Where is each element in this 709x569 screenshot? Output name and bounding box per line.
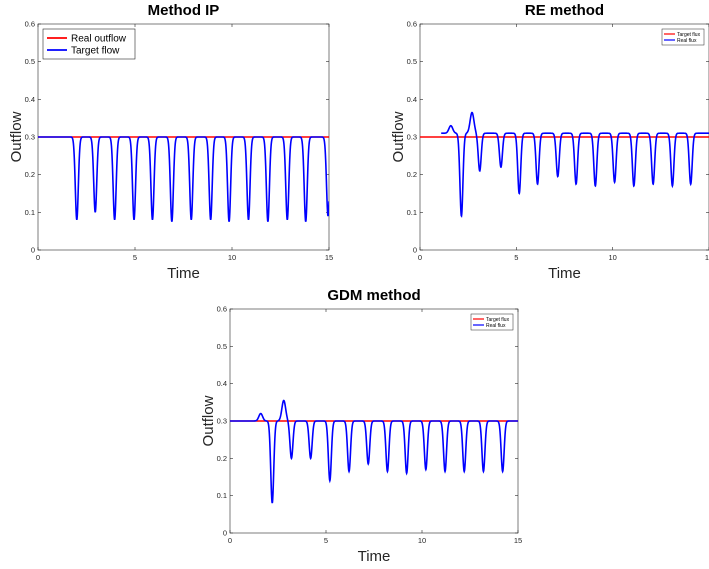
y-tick-label: 0.3: [25, 133, 35, 142]
x-tick-label: 5: [133, 253, 137, 262]
y-tick-label: 0.1: [25, 208, 35, 217]
series-line-2: [441, 111, 709, 218]
x-axis-label: Time: [358, 548, 391, 565]
legend-label: Target flow: [71, 46, 120, 57]
y-tick-label: 0.5: [407, 57, 417, 66]
y-tick-label: 0.2: [25, 170, 35, 179]
y-tick-label: 0.1: [217, 491, 227, 500]
chart-title: GDM method: [327, 287, 420, 304]
y-tick-label: 0: [413, 246, 417, 255]
legend-box: [470, 313, 514, 331]
chart-title: Method IP: [148, 2, 220, 19]
x-tick-label: 5: [514, 253, 518, 262]
legend-label: Real flux: [486, 323, 506, 329]
x-tick-label: 0: [36, 253, 40, 262]
chart-1: 0 0.1 0.2 0.3 0.4 0.5 0.6 0 5 10 15 Method IP Time Ou…: [8, 2, 333, 282]
legend-box: [42, 28, 136, 60]
x-axis-label: Time: [167, 265, 200, 282]
x-tick-label: 15: [325, 253, 333, 262]
y-tick-label: 0.2: [407, 170, 417, 179]
chart-3: 0 0.1 0.2 0.3 0.4 0.5 0.6 0 5 10 15 GDM method Time O…: [200, 287, 522, 565]
series-line-2: [230, 399, 518, 504]
y-tick-label: 0: [223, 529, 227, 538]
y-tick-label: 0.5: [25, 57, 35, 66]
y-tick-label: 0.6: [217, 305, 227, 314]
y-tick-label: 0.3: [217, 417, 227, 426]
x-axis-label: Time: [548, 265, 581, 282]
y-tick-label: 0.2: [217, 454, 227, 463]
y-tick-label: 0: [31, 246, 35, 255]
x-tick-label: 1: [705, 253, 709, 262]
x-tick-label: 10: [228, 253, 236, 262]
series-line-2: [38, 136, 329, 222]
y-tick-label: 0.6: [25, 20, 35, 29]
x-tick-label: 15: [514, 536, 522, 545]
x-tick-label: 0: [418, 253, 422, 262]
chart-2: 0 0.1 0.2 0.3 0.4 0.5 0.6 0 5 10 1 RE method Time Out…: [390, 2, 709, 282]
x-tick-label: 10: [608, 253, 616, 262]
legend-label: Real outflow: [71, 34, 127, 45]
legend-label: Target flux: [486, 317, 510, 323]
y-axis-label: Outflow: [200, 395, 217, 446]
x-tick-label: 5: [324, 536, 328, 545]
chart-title: RE method: [525, 2, 604, 19]
y-tick-label: 0.5: [217, 342, 227, 351]
y-tick-label: 0.4: [407, 95, 417, 104]
x-tick-label: 10: [418, 536, 426, 545]
y-tick-label: 0.4: [25, 95, 35, 104]
y-axis-label: Outflow: [390, 111, 407, 162]
legend-label: Real flux: [677, 38, 697, 44]
y-tick-label: 0.4: [217, 379, 227, 388]
legend-box: [661, 28, 705, 46]
y-axis-label: Outflow: [8, 111, 25, 162]
legend-label: Target flux: [677, 32, 701, 38]
y-tick-label: 0.1: [407, 208, 417, 217]
x-tick-label: 0: [228, 536, 232, 545]
y-tick-label: 0.6: [407, 20, 417, 29]
y-tick-label: 0.3: [407, 133, 417, 142]
